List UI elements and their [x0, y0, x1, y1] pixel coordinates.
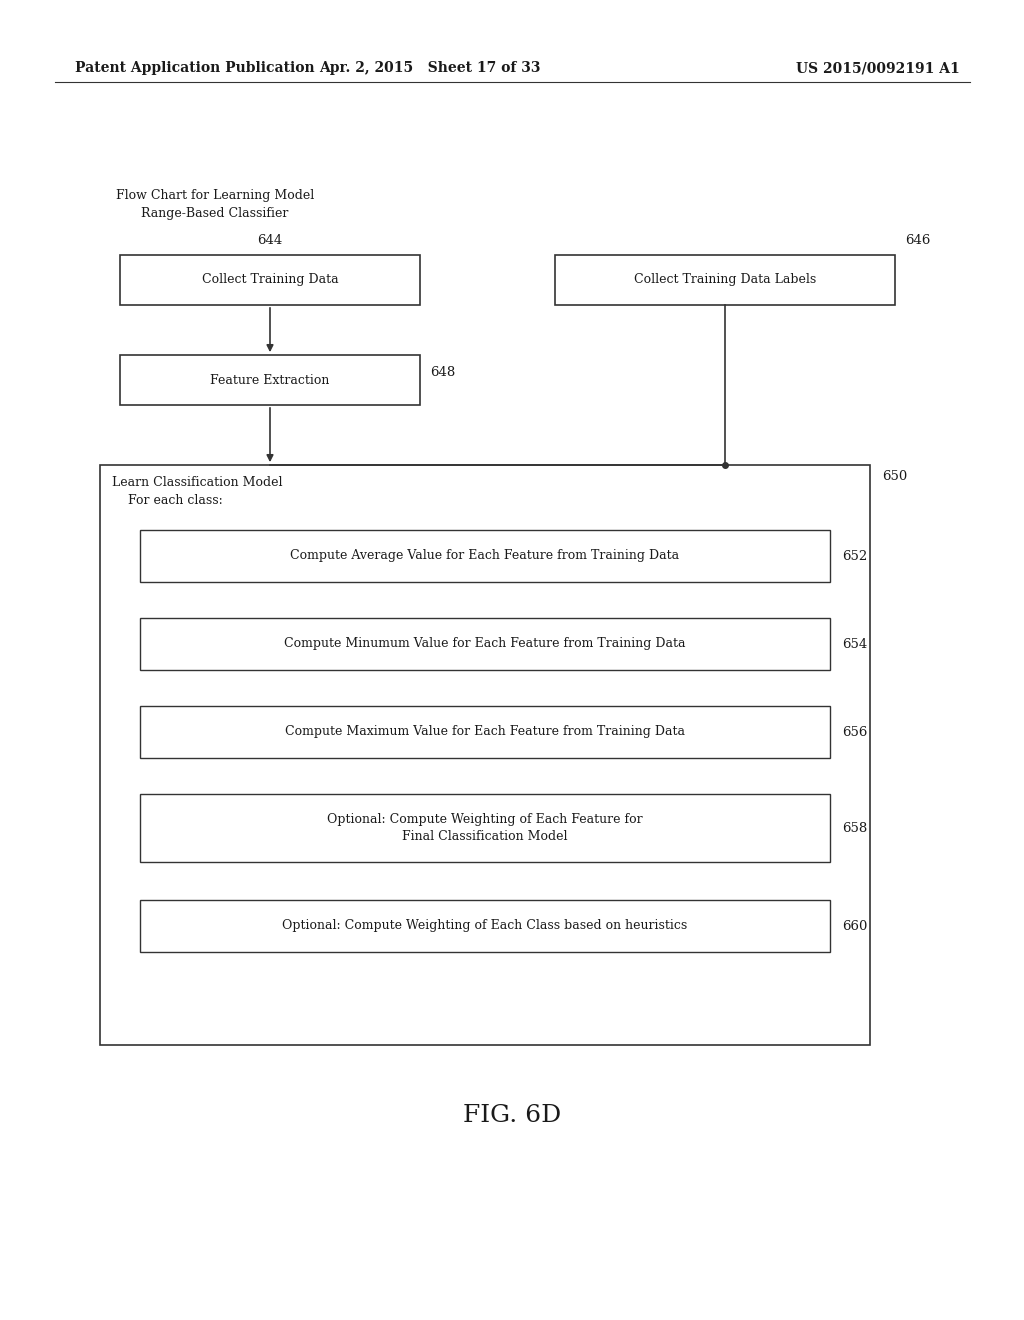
Text: Collect Training Data: Collect Training Data — [202, 273, 338, 286]
Text: 658: 658 — [842, 821, 867, 834]
Bar — [140, 531, 830, 582]
Text: Compute Average Value for Each Feature from Training Data: Compute Average Value for Each Feature f… — [291, 549, 680, 562]
Text: For each class:: For each class: — [112, 495, 223, 507]
Bar — [120, 255, 420, 305]
Bar — [120, 355, 420, 405]
Text: Range-Based Classifier: Range-Based Classifier — [141, 206, 289, 219]
Text: FIG. 6D: FIG. 6D — [463, 1104, 561, 1126]
Text: Feature Extraction: Feature Extraction — [210, 374, 330, 387]
Text: Apr. 2, 2015   Sheet 17 of 33: Apr. 2, 2015 Sheet 17 of 33 — [319, 61, 541, 75]
Text: Compute Minumum Value for Each Feature from Training Data: Compute Minumum Value for Each Feature f… — [285, 638, 686, 651]
Text: Optional: Compute Weighting of Each Feature for: Optional: Compute Weighting of Each Feat… — [328, 813, 643, 826]
Text: Compute Maximum Value for Each Feature from Training Data: Compute Maximum Value for Each Feature f… — [285, 726, 685, 738]
Bar — [140, 900, 830, 952]
Text: 646: 646 — [905, 234, 931, 247]
Text: 656: 656 — [842, 726, 867, 738]
Text: 648: 648 — [430, 366, 456, 379]
Text: 644: 644 — [257, 234, 283, 247]
Bar — [140, 706, 830, 758]
Bar — [100, 465, 870, 1045]
Text: 654: 654 — [842, 638, 867, 651]
Text: Patent Application Publication: Patent Application Publication — [75, 61, 314, 75]
Bar — [140, 795, 830, 862]
Text: Learn Classification Model: Learn Classification Model — [112, 477, 283, 490]
Text: Collect Training Data Labels: Collect Training Data Labels — [634, 273, 816, 286]
Text: 650: 650 — [882, 470, 907, 483]
Text: US 2015/0092191 A1: US 2015/0092191 A1 — [797, 61, 961, 75]
Text: Final Classification Model: Final Classification Model — [402, 830, 567, 843]
Bar — [555, 255, 895, 305]
Bar — [140, 618, 830, 671]
Text: 652: 652 — [842, 549, 867, 562]
Text: Flow Chart for Learning Model: Flow Chart for Learning Model — [116, 189, 314, 202]
Text: Optional: Compute Weighting of Each Class based on heuristics: Optional: Compute Weighting of Each Clas… — [283, 920, 688, 932]
Text: 660: 660 — [842, 920, 867, 932]
